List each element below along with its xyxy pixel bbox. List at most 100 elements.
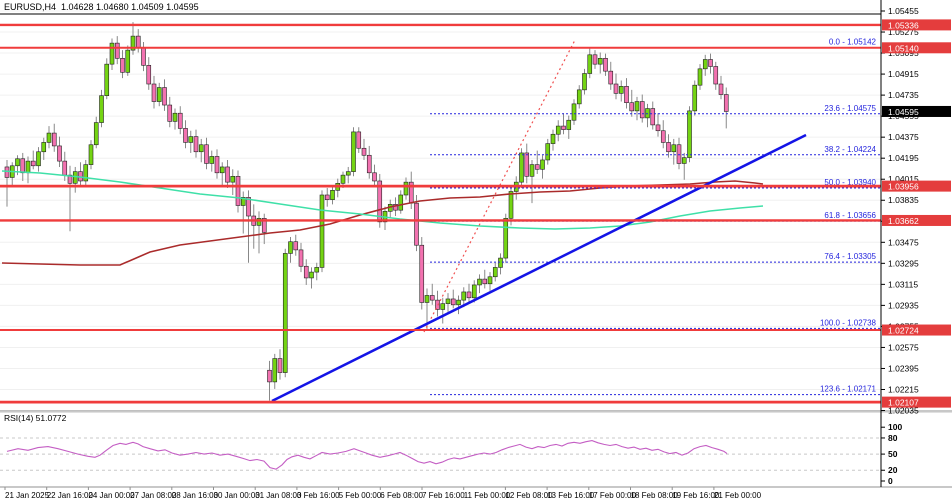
svg-text:100.0 - 1.02738: 100.0 - 1.02738: [820, 318, 877, 327]
bear-candle: [361, 147, 367, 156]
bear-candle: [246, 197, 251, 217]
bull-candle: [319, 194, 325, 268]
bear-candle: [372, 172, 377, 182]
rsi-line: [6, 440, 728, 470]
bull-candle: [156, 87, 162, 102]
ma-slow-line[interactable]: [1, 180, 764, 266]
bull-candle: [219, 166, 225, 174]
bull-candle: [351, 131, 356, 172]
svg-text:76.4 - 1.03305: 76.4 - 1.03305: [824, 252, 876, 261]
bull-candle: [487, 276, 493, 285]
bear-candle: [298, 249, 304, 267]
bull-candle: [461, 291, 467, 301]
svg-text:100: 100: [888, 422, 902, 432]
svg-text:1.03295: 1.03295: [888, 258, 919, 268]
bear-candle: [377, 180, 383, 223]
bull-candle: [172, 112, 178, 122]
bear-candle: [30, 160, 36, 167]
svg-text:1.02107: 1.02107: [888, 398, 919, 408]
bull-candle: [618, 86, 624, 94]
rsi-indicator-label: RSI(14) 51.0772: [4, 413, 67, 423]
bear-candle: [20, 158, 26, 174]
bear-candle: [592, 54, 598, 65]
svg-text:1.04375: 1.04375: [888, 132, 919, 142]
svg-text:1.04195: 1.04195: [888, 153, 919, 163]
resistance-support-lines[interactable]: [0, 23, 881, 404]
svg-text:1.02935: 1.02935: [888, 300, 919, 310]
svg-text:1.04595: 1.04595: [888, 107, 919, 117]
bear-candle: [629, 102, 635, 112]
bear-candle: [151, 83, 157, 102]
bull-candle: [424, 295, 430, 303]
bull-candle: [104, 63, 110, 96]
bull-candle: [456, 299, 461, 306]
bull-candle: [503, 218, 509, 259]
bear-candle: [534, 164, 540, 170]
svg-text:1.04015: 1.04015: [888, 174, 919, 184]
svg-text:5 Feb 00:00: 5 Feb 00:00: [339, 491, 382, 500]
price-alert-badge: 1.02724: [882, 324, 951, 336]
svg-text:27 Jan 08:00: 27 Jan 08:00: [130, 491, 177, 500]
bull-candle: [540, 159, 545, 170]
svg-text:13 Feb 16:00: 13 Feb 16:00: [547, 491, 595, 500]
bear-candle: [183, 128, 188, 143]
bull-candle: [314, 267, 320, 273]
bull-candle: [309, 271, 314, 279]
svg-text:1.05455: 1.05455: [888, 6, 919, 16]
bull-candle: [477, 278, 482, 286]
bear-candle: [235, 176, 241, 206]
svg-text:19 Feb 16:00: 19 Feb 16:00: [672, 491, 720, 500]
svg-text:18 Feb 08:00: 18 Feb 08:00: [631, 491, 679, 500]
svg-text:7 Feb 16:00: 7 Feb 16:00: [422, 491, 465, 500]
bear-candle: [177, 112, 183, 129]
bull-candle: [687, 110, 692, 158]
bull-candle: [597, 58, 603, 65]
bear-candle: [293, 241, 299, 251]
bear-candle: [419, 244, 425, 303]
price-alert-badge: 1.05336: [882, 19, 951, 31]
bull-candle: [272, 358, 278, 383]
bull-candle: [702, 59, 708, 70]
blue-trendline[interactable]: [271, 133, 807, 403]
bear-candle: [167, 104, 173, 122]
bear-candle: [135, 35, 141, 49]
bull-candle: [555, 125, 561, 135]
bear-candle: [393, 204, 398, 211]
bull-candle: [566, 119, 572, 130]
bear-candle: [366, 154, 372, 174]
bull-candle: [188, 136, 194, 143]
bull-candle: [256, 218, 262, 226]
current-price-badge: 1.04595: [882, 105, 951, 117]
svg-text:1.03662: 1.03662: [888, 216, 919, 226]
price-alert-badge: 1.02107: [882, 396, 951, 408]
bull-candle: [198, 144, 204, 153]
svg-text:38.2 - 1.04224: 38.2 - 1.04224: [824, 145, 876, 154]
bull-candle: [288, 241, 293, 254]
svg-text:0: 0: [888, 476, 893, 486]
bear-candle: [57, 145, 62, 162]
bear-candle: [62, 160, 68, 176]
svg-text:0.0 - 1.05142: 0.0 - 1.05142: [829, 38, 877, 47]
price-alert-badge: 1.05140: [882, 42, 951, 54]
bull-candle: [571, 103, 577, 121]
svg-text:23.6 - 1.04575: 23.6 - 1.04575: [824, 104, 876, 113]
price-alert-badge: 1.03662: [882, 214, 951, 226]
bear-candle: [277, 358, 283, 373]
svg-text:1.02575: 1.02575: [888, 342, 919, 352]
svg-text:6 Feb 08:00: 6 Feb 08:00: [380, 491, 423, 500]
ohlc-header: EURUSD,H4 1.04628 1.04680 1.04509 1.0459…: [4, 2, 199, 12]
svg-text:3 Feb 16:00: 3 Feb 16:00: [297, 491, 340, 500]
bear-candle: [414, 202, 419, 246]
price-alert-badge: 1.03956: [882, 180, 951, 192]
bull-candle: [398, 194, 404, 211]
bear-candle: [356, 131, 362, 149]
bull-candle: [587, 54, 593, 74]
bear-candle: [613, 83, 619, 94]
svg-text:1.04915: 1.04915: [888, 69, 919, 79]
bull-candle: [508, 191, 514, 219]
svg-text:22 Jan 16:00: 22 Jan 16:00: [47, 491, 94, 500]
svg-text:11 Feb 00:00: 11 Feb 00:00: [464, 491, 511, 500]
